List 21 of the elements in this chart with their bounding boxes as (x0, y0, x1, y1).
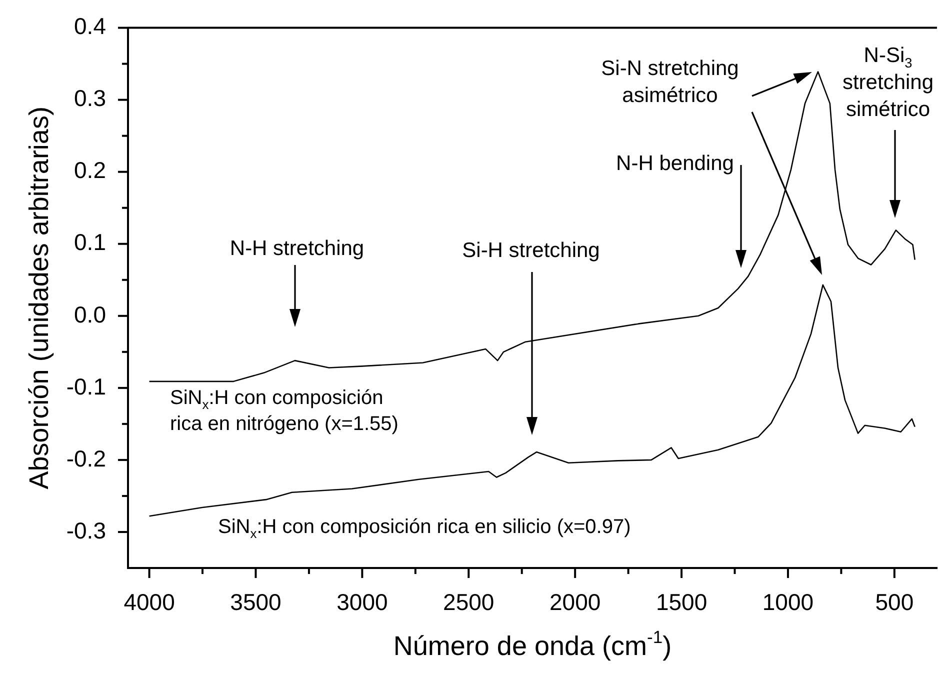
y-tick-label: 0.3 (74, 85, 106, 112)
y-axis-title: Absorción (unidades arbitrarias) (24, 106, 54, 490)
x-tick-label: 1500 (656, 589, 708, 616)
y-tick-label: -0.1 (66, 373, 106, 400)
x-tick-label: 3500 (230, 589, 282, 616)
y-tick-label: -0.3 (66, 517, 106, 544)
y-tick-label: 0.0 (74, 301, 106, 328)
annotation: N-H stretching (230, 237, 364, 260)
x-tick-label: 1000 (762, 589, 814, 616)
x-tick-label: 3000 (336, 589, 388, 616)
x-tick-label: 2500 (443, 589, 494, 616)
x-tick-label: 500 (875, 589, 914, 616)
annotation: Si-N stretching asimétrico (601, 57, 739, 107)
annotation: N-H bending (616, 152, 734, 175)
y-tick-label: 0.2 (74, 157, 106, 184)
y-tick-label: 0.1 (74, 229, 106, 256)
x-tick-label: 4000 (124, 589, 175, 616)
y-tick-label: -0.2 (66, 445, 106, 472)
y-tick-label: 0.4 (74, 13, 106, 40)
annotation: Si-H stretching (462, 239, 600, 262)
x-tick-label: 2000 (549, 589, 601, 616)
